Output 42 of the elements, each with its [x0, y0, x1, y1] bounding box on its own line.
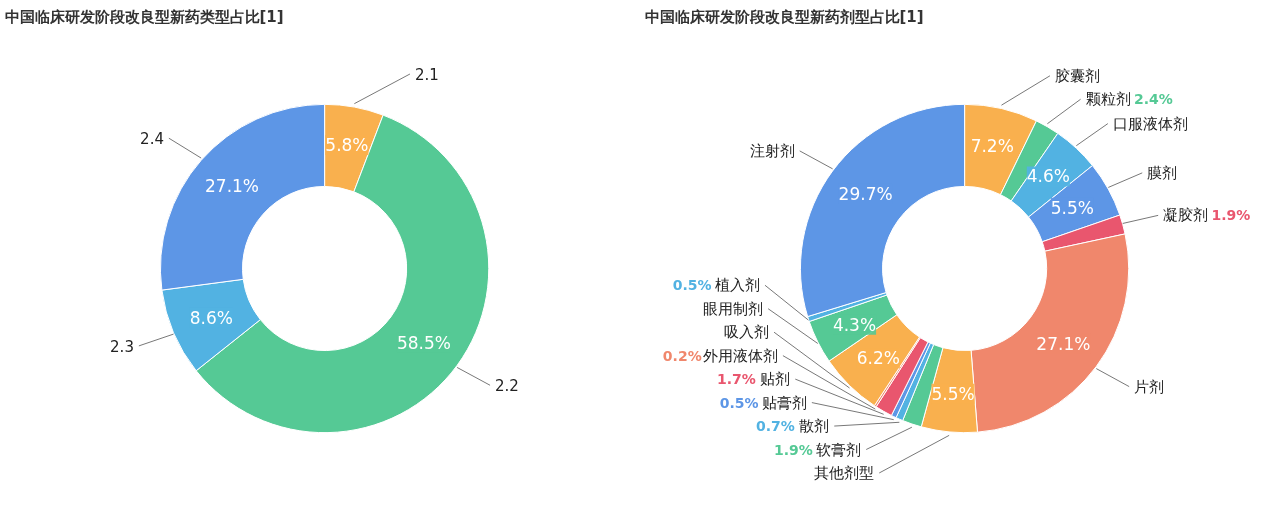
data-label: 1.7%: [717, 371, 756, 388]
slice-label: 植入剂: [715, 276, 761, 295]
slice-label: 膜剂: [1147, 163, 1178, 182]
slice-label: 贴剂: [760, 370, 791, 389]
data-label: 8.6%: [189, 307, 233, 328]
slice-label: 胶囊剂: [1054, 66, 1100, 85]
slice-label: 贴膏剂: [761, 393, 807, 412]
data-label: 4.6%: [1026, 166, 1070, 187]
slice-label: 颗粒剂: [1085, 90, 1131, 109]
slice-label: 其他剂型: [814, 463, 875, 482]
slice-label: 口服液体剂: [1112, 114, 1188, 133]
data-label: 5.5%: [1050, 197, 1094, 218]
data-label: 1.9%: [774, 441, 813, 458]
data-label: 2.4%: [1133, 91, 1173, 108]
chart-title: 中国临床研发阶段改良型新药剂型占比[1]: [644, 7, 924, 26]
slice-label: 2.1: [414, 66, 439, 84]
data-label: 5.5%: [931, 383, 975, 404]
data-label: 7.2%: [970, 136, 1014, 156]
data-label: 0.2%: [662, 347, 702, 364]
chart-title: 中国临床研发阶段改良型新药类型占比[1]: [4, 7, 284, 26]
data-label: 0.5%: [719, 394, 759, 411]
data-label: 0.5%: [672, 277, 712, 294]
data-label: 58.5%: [396, 332, 451, 353]
data-label: 6.2%: [856, 348, 900, 369]
slice-label: 2.4: [140, 130, 164, 149]
slice-label: 2.2: [494, 377, 519, 396]
slice-label: 片剂: [1134, 377, 1165, 396]
data-label: 27.1%: [204, 175, 260, 196]
data-label: 4.3%: [832, 314, 877, 335]
slice-label: 吸入剂: [724, 323, 770, 342]
slice-label: 眼用制剂: [703, 299, 764, 318]
data-label: 5.8%: [325, 134, 369, 155]
slice-label: 软膏剂: [816, 440, 862, 459]
slice-label: 2.3: [110, 337, 134, 356]
slice-label: 外用液体剂: [703, 346, 779, 365]
data-label: 1.9%: [1211, 207, 1251, 224]
data-label: 0.7%: [756, 418, 795, 435]
data-label: 29.7%: [838, 183, 893, 204]
slice-label: 凝胶剂: [1163, 206, 1209, 225]
data-label: 27.1%: [1036, 333, 1091, 354]
slice-label: 散剂: [799, 417, 830, 436]
slice-label: 注射剂: [749, 141, 795, 160]
